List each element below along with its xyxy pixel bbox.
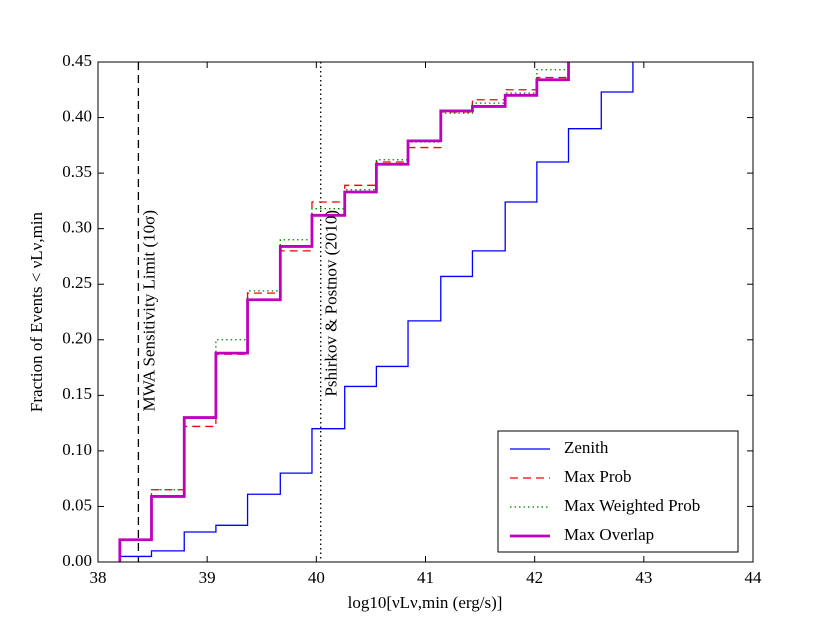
x-tick-label: 38 (90, 568, 107, 587)
y-tick-label: 0.30 (62, 218, 92, 237)
x-tick-label: 44 (745, 568, 763, 587)
legend-box (497, 430, 739, 553)
y-tick-label: 0.40 (62, 106, 92, 125)
legend-label: Max Overlap (564, 525, 654, 544)
y-tick-label: 0.05 (62, 495, 92, 514)
x-tick-label: 40 (308, 568, 325, 587)
y-tick-label: 0.35 (62, 162, 92, 181)
legend-label: Zenith (564, 438, 609, 457)
annotation: MWA Sensitivity Limit (10σ) (139, 210, 158, 411)
step-line (119, 62, 634, 562)
y-axis-label: Fraction of Events < νLν,min (27, 211, 46, 412)
y-tick-label: 0.25 (62, 273, 92, 292)
y-tick-label: 0.45 (62, 51, 92, 70)
y-tick-label: 0.00 (62, 551, 92, 570)
y-tick-label: 0.15 (62, 384, 92, 403)
y-tick-label: 0.20 (62, 329, 92, 348)
x-tick-label: 43 (635, 568, 652, 587)
x-axis-label: log10[νLν,min (erg/s)] (348, 593, 503, 612)
annotation: Pshirkov & Postnov (2010) (322, 210, 341, 397)
step-line (118, 62, 570, 562)
y-tick-label: 0.10 (62, 440, 92, 459)
legend-label: Max Prob (564, 467, 632, 486)
x-tick-label: 41 (417, 568, 434, 587)
x-tick-label: 39 (199, 568, 216, 587)
x-tick-label: 42 (526, 568, 543, 587)
legend-label: Max Weighted Prob (564, 496, 700, 515)
plot-area (118, 62, 634, 562)
